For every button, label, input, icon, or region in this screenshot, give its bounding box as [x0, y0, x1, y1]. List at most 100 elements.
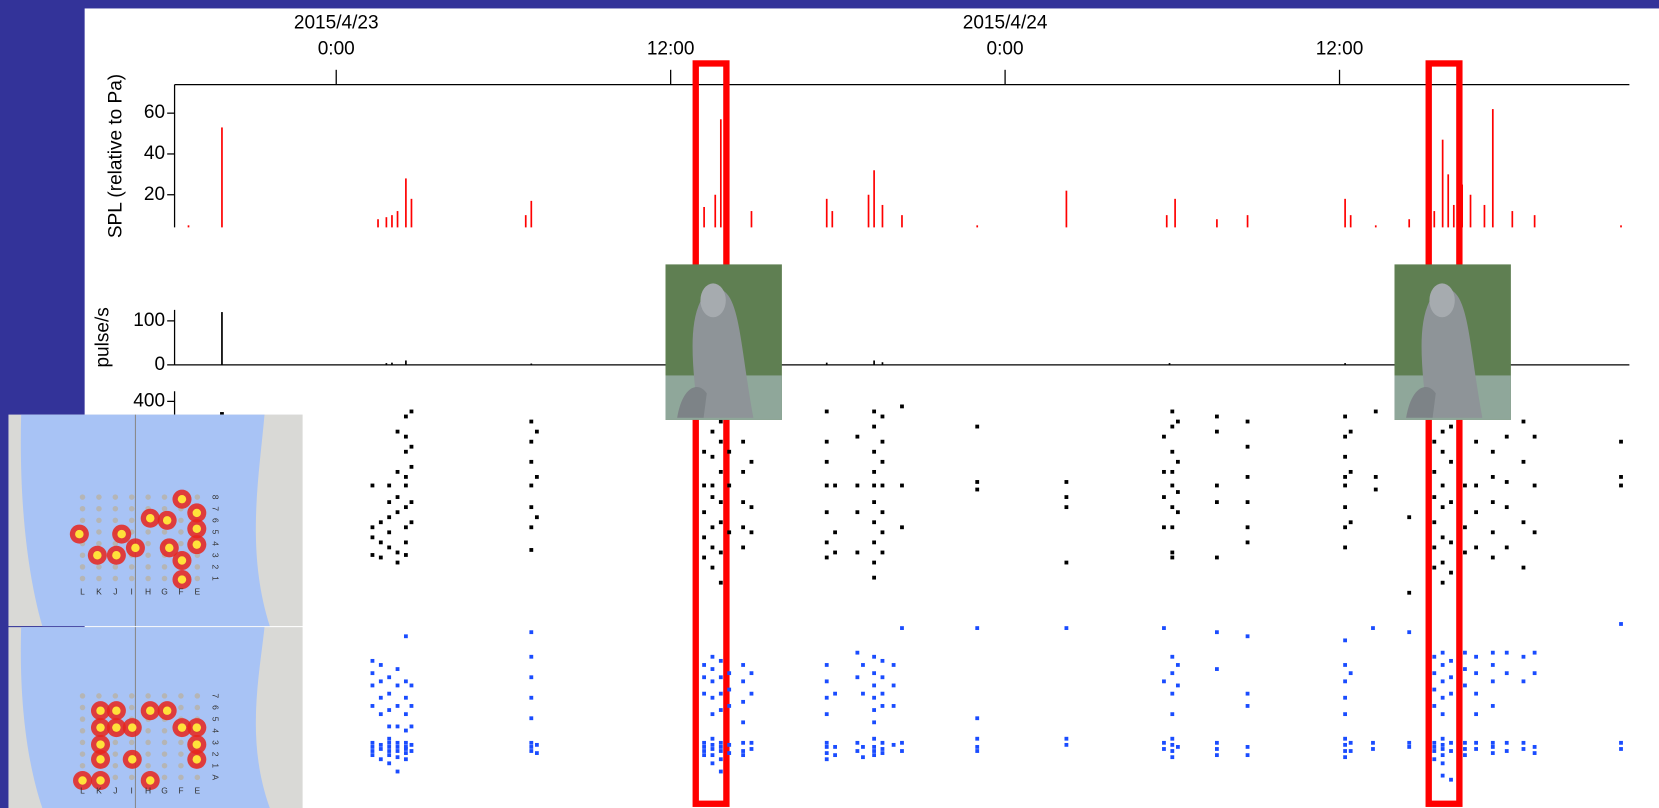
scatter-point	[1432, 757, 1436, 761]
scatter-point	[711, 455, 715, 459]
spike-bar	[1344, 199, 1346, 228]
scatter-point	[1176, 684, 1180, 688]
scatter-point	[741, 741, 745, 745]
scatter-point	[535, 430, 539, 434]
scatter-point	[1246, 525, 1250, 529]
spike-bar	[405, 178, 407, 227]
map-column-label: I	[131, 785, 133, 795]
grid-dot	[129, 693, 135, 698]
scatter-point	[975, 737, 979, 741]
scatter-point	[379, 663, 383, 667]
scatter-point	[529, 548, 533, 552]
map-row-label: 7	[211, 694, 221, 699]
scatter-point	[1246, 540, 1250, 544]
y-tick-label: 100	[133, 310, 165, 331]
scatter-point	[872, 500, 876, 504]
scatter-point	[1432, 546, 1436, 550]
scatter-point	[1343, 525, 1347, 529]
scatter-point	[1505, 741, 1509, 745]
scatter-point	[1619, 475, 1623, 479]
scatter-point	[1505, 651, 1509, 655]
scatter-point	[1407, 745, 1411, 749]
scatter-point	[1215, 667, 1219, 671]
scatter-point	[872, 540, 876, 544]
scatter-point	[1176, 510, 1180, 514]
spike-bar	[1247, 215, 1249, 227]
map-column-label: H	[145, 785, 151, 795]
scatter-point	[1432, 470, 1436, 474]
scatter-point	[387, 708, 391, 712]
grid-dot	[113, 506, 119, 511]
map-row-label: 2	[211, 752, 221, 757]
scatter-point	[1463, 525, 1467, 529]
scatter-point	[1474, 692, 1478, 696]
scatter-point	[741, 500, 745, 504]
scatter-point	[711, 430, 715, 434]
scatter-point	[1432, 495, 1436, 499]
scatter-point	[410, 445, 414, 449]
spike-bar	[1066, 191, 1068, 228]
scatter-point	[529, 630, 533, 634]
scatter-point	[1170, 410, 1174, 414]
grid-dot	[145, 763, 151, 768]
spike-bar	[1442, 140, 1444, 228]
grid-dot	[80, 552, 86, 557]
map-row-label: 6	[211, 705, 221, 710]
scatter-point	[529, 749, 533, 753]
scatter-point	[410, 465, 414, 469]
grid-dot	[80, 763, 86, 768]
scatter-point	[900, 749, 904, 753]
scatter-point	[750, 692, 754, 696]
grid-dot	[80, 693, 86, 698]
spike-bar	[826, 363, 828, 365]
scatter-point	[404, 450, 408, 454]
scatter-point	[872, 753, 876, 757]
scatter-point	[711, 712, 715, 716]
scatter-point	[1441, 696, 1445, 700]
hot-spot-core	[165, 544, 173, 552]
scatter-point	[1619, 747, 1623, 751]
grid-dot	[96, 494, 102, 499]
spike-bar	[868, 195, 870, 228]
scatter-point	[1463, 651, 1467, 655]
grid-dot	[80, 564, 86, 569]
scatter-point	[1349, 470, 1353, 474]
spike-bar	[386, 217, 388, 227]
spike-bar	[1447, 174, 1449, 227]
grid-dot	[129, 506, 135, 511]
hot-spot-core	[163, 706, 171, 714]
scatter-point	[1215, 484, 1219, 488]
grid-dot	[178, 740, 184, 745]
grid-dot	[80, 506, 86, 511]
scatter-point	[1170, 450, 1174, 454]
scatter-point	[855, 484, 859, 488]
scatter-point	[529, 505, 533, 509]
page: 0:002015/4/2312:000:002015/4/2412:002040…	[0, 0, 1659, 808]
scatter-point	[719, 745, 723, 749]
scatter-point	[1407, 591, 1411, 595]
scatter-point	[379, 747, 383, 751]
grid-dot	[80, 576, 86, 581]
scatter-point	[892, 743, 896, 747]
scatter-point	[1441, 484, 1445, 488]
scatter-point	[410, 684, 414, 688]
y-tick-label: 0	[154, 354, 165, 375]
scatter-point	[404, 712, 408, 716]
scatter-point	[1474, 510, 1478, 514]
scatter-point	[1491, 704, 1495, 708]
scatter-point	[404, 484, 408, 488]
scatter-point	[387, 484, 391, 488]
scatter-point	[1162, 626, 1166, 630]
grid-dot	[113, 576, 119, 581]
scatter-point	[881, 692, 885, 696]
map-column-label: J	[113, 586, 117, 596]
scatter-point	[1343, 455, 1347, 459]
scatter-point	[1432, 440, 1436, 444]
x-tick-label: 12:00	[1316, 39, 1364, 60]
grid-dot	[113, 775, 119, 780]
grid-dot	[145, 576, 151, 581]
grid-dot	[113, 693, 119, 698]
scatter-point	[1432, 745, 1436, 749]
hot-spot-core	[96, 755, 104, 763]
grid-dot	[178, 518, 184, 523]
